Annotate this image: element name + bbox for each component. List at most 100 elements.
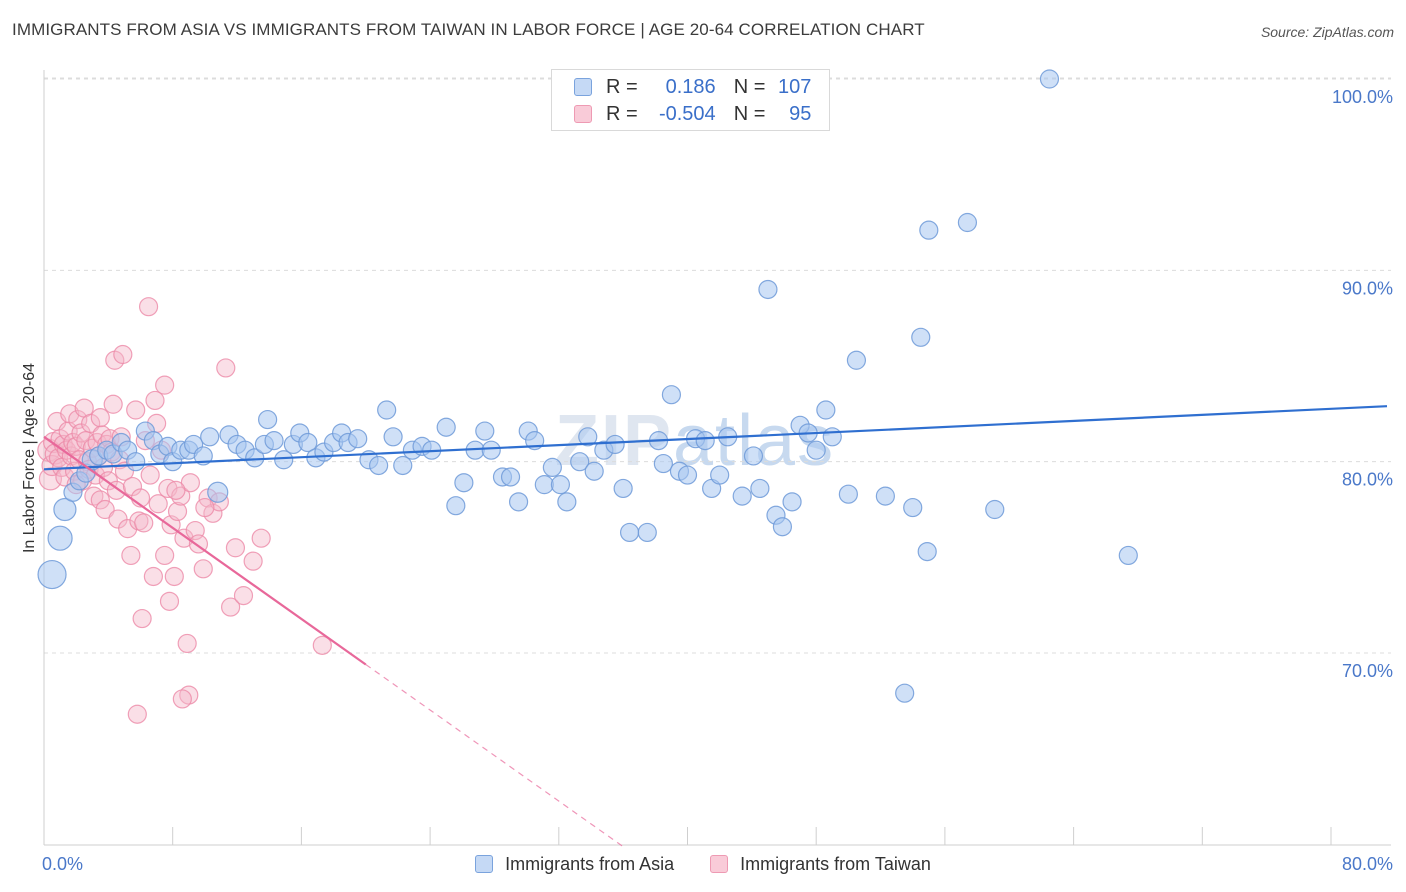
taiwan-point xyxy=(140,465,160,485)
asia-trend-line xyxy=(43,405,1388,471)
asia-point xyxy=(53,497,77,522)
x-tick-label: 0.0% xyxy=(42,854,83,874)
bottom-legend-swatch-asia xyxy=(475,855,494,873)
taiwan-point xyxy=(155,545,175,566)
asia-point xyxy=(911,327,931,347)
asia-point xyxy=(508,492,529,512)
asia-point xyxy=(481,440,501,460)
taiwan-point xyxy=(126,400,146,420)
asia-point xyxy=(743,446,764,466)
bottom-legend: Immigrants from Asia Immigrants from Tai… xyxy=(0,850,1406,878)
asia-point xyxy=(816,400,836,420)
asia-point xyxy=(661,385,682,405)
asia-point xyxy=(1118,545,1138,566)
taiwan-point xyxy=(132,608,152,629)
taiwan-trend-line xyxy=(43,435,367,666)
legend: R = 0.186 N = 107 R = -0.504 N = 95 xyxy=(551,69,830,131)
asia-point xyxy=(758,279,778,300)
taiwan-point xyxy=(121,545,141,566)
asia-point xyxy=(570,452,590,472)
taiwan-point xyxy=(225,538,246,558)
taiwan-point xyxy=(164,566,184,587)
taiwan-point xyxy=(193,559,213,579)
legend-n-value: 107 xyxy=(778,75,812,98)
taiwan-point xyxy=(159,591,180,611)
asia-point xyxy=(919,220,939,240)
taiwan-point xyxy=(90,490,110,510)
y-tick-label: 70.0% xyxy=(1342,661,1393,681)
x-tick-label: 80.0% xyxy=(1342,854,1393,874)
trend-lines xyxy=(43,405,1388,848)
asia-point xyxy=(903,497,923,518)
asia-point xyxy=(619,522,640,543)
asia-point xyxy=(37,559,67,590)
asia-point xyxy=(875,486,895,506)
taiwan-point xyxy=(103,394,123,414)
taiwan-point xyxy=(233,585,254,606)
asia-point xyxy=(245,448,265,468)
asia-point xyxy=(298,432,318,453)
bottom-legend-label-asia: Immigrants from Asia xyxy=(505,853,675,874)
asia-point xyxy=(348,429,368,449)
asia-point xyxy=(653,453,673,474)
bottom-legend-taiwan: Immigrants from Taiwan xyxy=(710,854,931,875)
taiwan-point xyxy=(81,413,101,433)
taiwan-point xyxy=(216,358,236,378)
asia-point xyxy=(126,452,146,472)
legend-row-taiwan: R = -0.504 N = 95 xyxy=(574,102,811,126)
taiwan-point xyxy=(148,494,168,514)
asia-point xyxy=(578,427,598,447)
asia-point xyxy=(732,486,752,506)
taiwan-point xyxy=(38,467,63,491)
taiwan-point xyxy=(90,408,110,428)
y-tick-label: 80.0% xyxy=(1342,470,1393,490)
asia-point xyxy=(534,475,554,495)
asia-point xyxy=(710,465,730,485)
asia-point xyxy=(393,455,413,476)
taiwan-point xyxy=(122,476,143,497)
asia-point xyxy=(772,517,793,537)
asia-point xyxy=(550,475,571,495)
taiwan-point xyxy=(195,497,215,518)
asia-point xyxy=(383,427,403,447)
taiwan-point xyxy=(243,551,263,571)
bottom-legend-swatch-taiwan xyxy=(710,855,729,873)
taiwan-point xyxy=(143,566,163,587)
asia-point xyxy=(454,473,474,493)
taiwan-point xyxy=(312,635,332,655)
asia-point xyxy=(1039,69,1060,89)
legend-r-value: 0.186 xyxy=(665,75,716,98)
asia-point xyxy=(207,481,229,503)
asia-point xyxy=(274,450,294,470)
taiwan-point xyxy=(221,597,241,617)
asia-point xyxy=(584,461,604,481)
taiwan-point xyxy=(95,499,115,520)
asia-point xyxy=(264,431,284,451)
asia-point xyxy=(475,421,495,441)
y-tick-label: 90.0% xyxy=(1342,278,1393,298)
asia-point xyxy=(750,478,770,499)
legend-n-label: N = xyxy=(733,102,766,125)
legend-r-label: R = xyxy=(606,102,638,125)
taiwan-point xyxy=(113,344,133,365)
asia-point xyxy=(985,499,1005,520)
taiwan-point xyxy=(134,513,154,533)
asia-point xyxy=(200,427,220,447)
asia-point xyxy=(258,409,278,430)
asia-point xyxy=(895,683,915,703)
asia-point xyxy=(677,465,698,485)
asia-point xyxy=(193,446,213,466)
taiwan-point xyxy=(155,375,175,395)
asia-point xyxy=(917,541,937,562)
asia-point xyxy=(47,525,73,551)
tick-labels: 70.0% 80.0% 90.0% 100.0% 0.0% 80.0% xyxy=(42,87,1393,874)
legend-r-value: -0.504 xyxy=(658,102,716,125)
bottom-legend-asia: Immigrants from Asia xyxy=(475,854,674,875)
asia-point xyxy=(500,467,521,487)
asia-point xyxy=(557,492,577,512)
legend-swatch-asia xyxy=(574,78,592,96)
taiwan-point xyxy=(167,501,188,522)
legend-row-asia: R = 0.186 N = 107 xyxy=(574,75,811,99)
asia-point xyxy=(436,417,456,437)
